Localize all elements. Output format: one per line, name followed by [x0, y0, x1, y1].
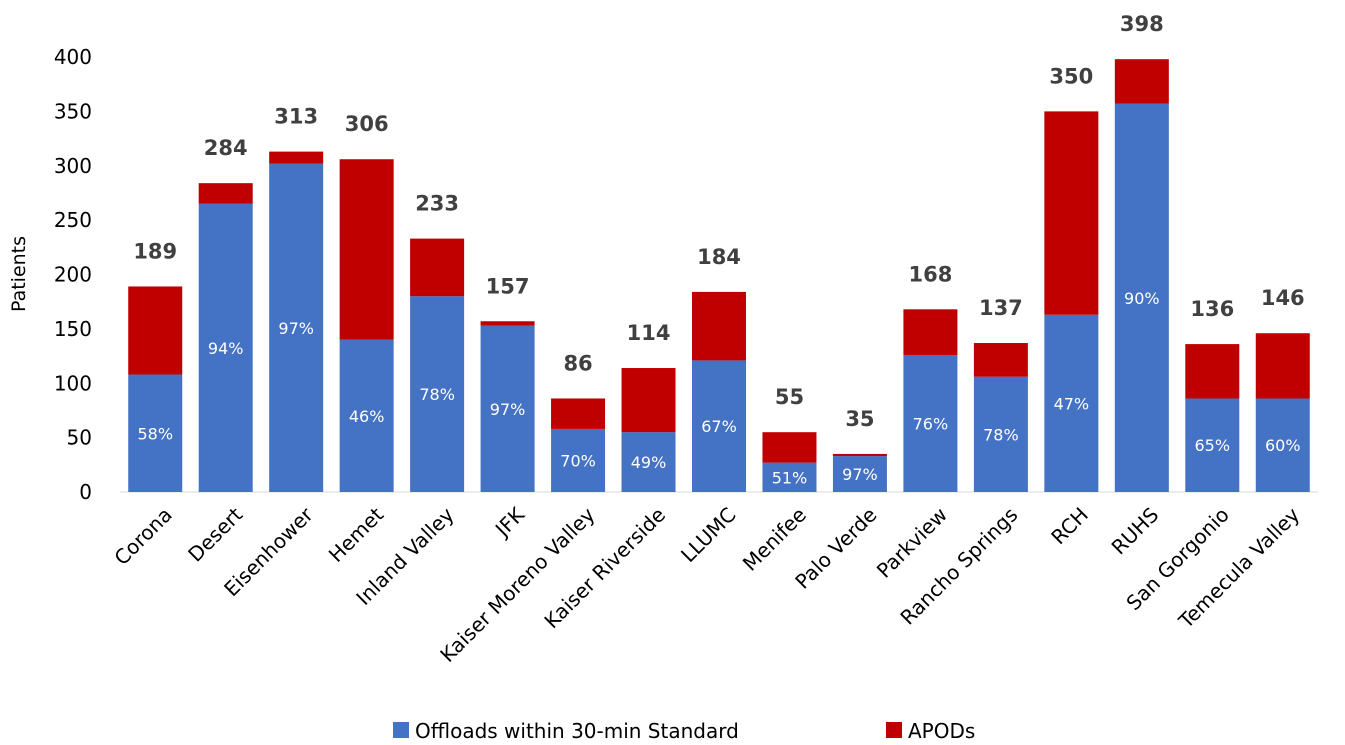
category-label: LLUMC — [676, 503, 740, 567]
y-tick-label: 300 — [54, 154, 92, 178]
category-label: Kaiser Riverside — [539, 503, 670, 634]
percent-label: 70% — [560, 451, 596, 470]
bar-apods-llumc — [692, 292, 746, 361]
category-label: Rancho Springs — [895, 503, 1022, 630]
category-label: Temecula Valley — [1173, 502, 1304, 633]
percent-label: 51% — [772, 468, 808, 487]
y-tick-label: 200 — [54, 263, 92, 287]
percent-label: 47% — [1054, 394, 1090, 413]
y-tick-label: 350 — [54, 99, 92, 123]
legend-label: Offloads within 30-min Standard — [415, 719, 739, 743]
percent-label: 78% — [983, 425, 1019, 444]
category-label: RCH — [1046, 503, 1093, 550]
category-label: Menifee — [738, 503, 811, 576]
percent-label: 78% — [419, 385, 455, 404]
bar-apods-san-gorgonio — [1185, 344, 1239, 398]
percent-label: 46% — [349, 407, 385, 426]
percent-label: 60% — [1265, 436, 1301, 455]
percent-label: 97% — [842, 465, 878, 484]
bar-apods-temecula-valley — [1256, 333, 1310, 398]
total-label: 313 — [274, 105, 318, 129]
total-label: 398 — [1120, 12, 1164, 36]
legend-swatch — [886, 722, 902, 738]
bar-apods-menifee — [762, 432, 816, 462]
legend-label: APODs — [908, 719, 975, 743]
total-label: 114 — [627, 321, 671, 345]
total-label: 306 — [345, 112, 389, 136]
category-label: Hemet — [324, 502, 388, 566]
bar-apods-palo-verde — [833, 454, 887, 456]
bar-apods-hemet — [340, 159, 394, 340]
total-label: 184 — [697, 245, 741, 269]
total-label: 157 — [486, 274, 530, 298]
percent-label: 97% — [490, 400, 526, 419]
bar-apods-ruhs — [1115, 59, 1169, 104]
bar-apods-kaiser-riverside — [622, 368, 676, 432]
percent-label: 97% — [278, 319, 314, 338]
category-label: Corona — [109, 503, 176, 570]
total-label: 137 — [979, 296, 1023, 320]
percent-label: 49% — [631, 453, 667, 472]
total-label: 350 — [1049, 64, 1093, 88]
legend: Offloads within 30-min Standard APODs — [393, 719, 975, 743]
y-tick-label: 400 — [54, 45, 92, 69]
bar-apods-inland-valley — [410, 239, 464, 297]
bar-apods-kaiser-moreno-valley — [551, 398, 605, 428]
total-label: 86 — [563, 351, 592, 375]
total-label: 55 — [775, 385, 804, 409]
total-label: 284 — [204, 136, 248, 160]
bar-apods-rancho-springs — [974, 343, 1028, 377]
percent-label: 65% — [1195, 436, 1231, 455]
percent-label: 94% — [208, 339, 244, 358]
bars-group: 58% 189 94% 284 97% 313 46% 306 78% 233 97% 157 70% 8… — [128, 12, 1310, 492]
legend-swatch — [393, 722, 409, 738]
percent-label: 76% — [913, 414, 949, 433]
total-label: 189 — [133, 239, 177, 263]
total-label: 35 — [845, 407, 874, 431]
bar-apods-rch — [1044, 111, 1098, 314]
bar-apods-jfk — [481, 321, 535, 325]
y-tick-label: 0 — [79, 480, 92, 504]
total-label: 233 — [415, 192, 459, 216]
total-label: 146 — [1261, 286, 1305, 310]
percent-label: 58% — [137, 424, 173, 443]
y-tick-label: 250 — [54, 208, 92, 232]
y-tick-label: 50 — [67, 426, 92, 450]
category-label: Desert — [183, 502, 247, 566]
percent-label: 90% — [1124, 289, 1160, 308]
total-label: 136 — [1190, 297, 1234, 321]
y-axis-title: Patients — [8, 236, 30, 312]
bar-apods-desert — [199, 183, 253, 204]
y-tick-label: 150 — [54, 317, 92, 341]
y-axis-ticks: 0 50 100 150 200 250 300 350 400 — [54, 45, 92, 504]
bar-apods-eisenhower — [269, 152, 323, 164]
bar-apods-corona — [128, 286, 182, 374]
category-label: JFK — [489, 502, 530, 543]
percent-label: 67% — [701, 417, 737, 436]
bar-apods-parkview — [903, 309, 957, 355]
category-label: RUHS — [1107, 503, 1164, 560]
y-tick-label: 100 — [54, 371, 92, 395]
total-label: 168 — [908, 262, 952, 286]
